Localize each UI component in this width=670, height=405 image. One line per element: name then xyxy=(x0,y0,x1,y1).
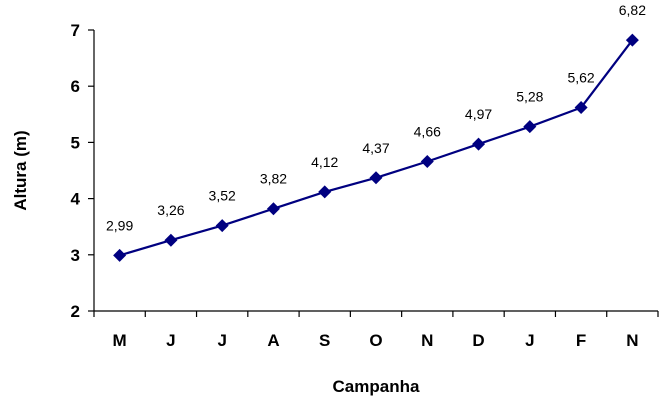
y-axis-title: Altura (m) xyxy=(11,130,30,210)
y-tick-label: 4 xyxy=(71,190,81,209)
data-point-marker xyxy=(472,137,486,151)
data-label: 5,28 xyxy=(516,89,543,105)
y-tick-label: 6 xyxy=(71,77,80,96)
data-point-marker xyxy=(369,171,383,185)
data-label: 4,97 xyxy=(465,106,492,122)
y-tick-label: 2 xyxy=(71,302,80,321)
x-tick-label: S xyxy=(319,331,330,350)
x-tick-label: D xyxy=(472,331,484,350)
data-point-marker xyxy=(113,248,127,262)
y-tick-label: 3 xyxy=(71,246,80,265)
x-tick-label: F xyxy=(576,331,586,350)
chart-data-labels: 2,99 3,26 3,52 3,82 4,12 4,37 4,66 4,97 5,28 5,62… xyxy=(106,2,646,233)
x-tick-label: N xyxy=(626,331,638,350)
data-point-marker xyxy=(266,202,280,216)
data-label: 5,62 xyxy=(567,70,594,86)
x-tick-label: J xyxy=(217,331,226,350)
data-label: 6,82 xyxy=(619,2,646,18)
data-point-marker xyxy=(574,101,588,115)
x-tick-label: J xyxy=(166,331,175,350)
chart-series xyxy=(113,33,639,262)
data-point-marker xyxy=(523,120,537,134)
y-tick-label: 5 xyxy=(71,133,80,152)
data-label: 3,52 xyxy=(209,188,236,204)
data-label: 3,26 xyxy=(157,202,184,218)
data-label: 4,37 xyxy=(362,140,389,156)
x-tick-label: O xyxy=(369,331,382,350)
chart-axes: 2 3 4 5 6 7 M J J A S O N D J F N xyxy=(71,21,659,350)
x-tick-label: M xyxy=(113,331,127,350)
data-point-marker xyxy=(215,219,229,233)
data-label: 2,99 xyxy=(106,217,133,233)
data-label: 4,12 xyxy=(311,154,338,170)
x-tick-label: N xyxy=(421,331,433,350)
x-tick-label: A xyxy=(267,331,279,350)
data-point-marker xyxy=(420,155,434,169)
data-label: 3,82 xyxy=(260,171,287,187)
data-point-marker xyxy=(164,233,178,247)
x-axis-title: Campanha xyxy=(333,377,420,396)
x-tick-label: J xyxy=(525,331,534,350)
data-label: 4,66 xyxy=(414,124,441,140)
data-point-marker xyxy=(625,33,639,47)
data-point-marker xyxy=(318,185,332,199)
y-tick-label: 7 xyxy=(71,21,80,40)
